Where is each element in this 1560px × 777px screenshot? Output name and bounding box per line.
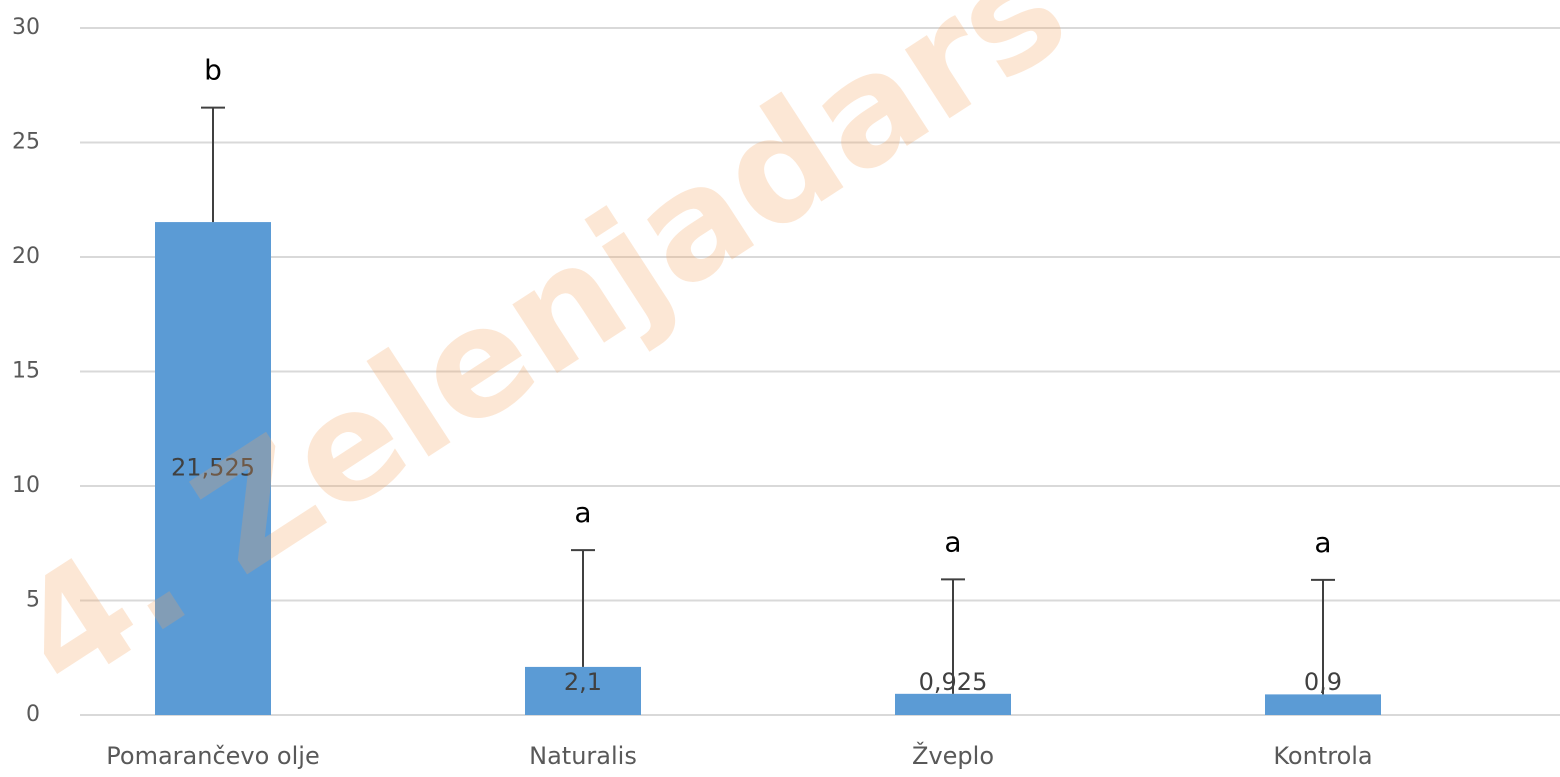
x-tick-label: Naturalis xyxy=(529,742,637,770)
bar xyxy=(525,666,641,715)
group-letter: b xyxy=(204,54,222,87)
y-tick-label: 20 xyxy=(12,244,40,269)
y-tick-label: 5 xyxy=(26,588,40,613)
group-letter: a xyxy=(944,525,961,558)
x-tick-label: Pomarančevo olje xyxy=(106,742,319,770)
y-tick-label: 30 xyxy=(12,15,40,40)
bar xyxy=(155,222,271,715)
value-label: 0,9 xyxy=(1304,668,1342,696)
y-tick-label: 15 xyxy=(12,359,40,384)
bar xyxy=(895,693,1011,715)
value-label: 0,925 xyxy=(919,668,988,696)
bar xyxy=(1265,694,1381,715)
value-label: 21,525 xyxy=(171,454,255,482)
y-tick-label: 0 xyxy=(26,702,40,727)
x-tick-label: Žveplo xyxy=(912,741,994,770)
y-tick-label: 25 xyxy=(12,130,40,155)
value-label: 2,1 xyxy=(564,668,602,696)
y-tick-label: 10 xyxy=(12,473,40,498)
group-letter: a xyxy=(1314,526,1331,559)
group-letter: a xyxy=(574,496,591,529)
x-tick-label: Kontrola xyxy=(1273,742,1372,770)
